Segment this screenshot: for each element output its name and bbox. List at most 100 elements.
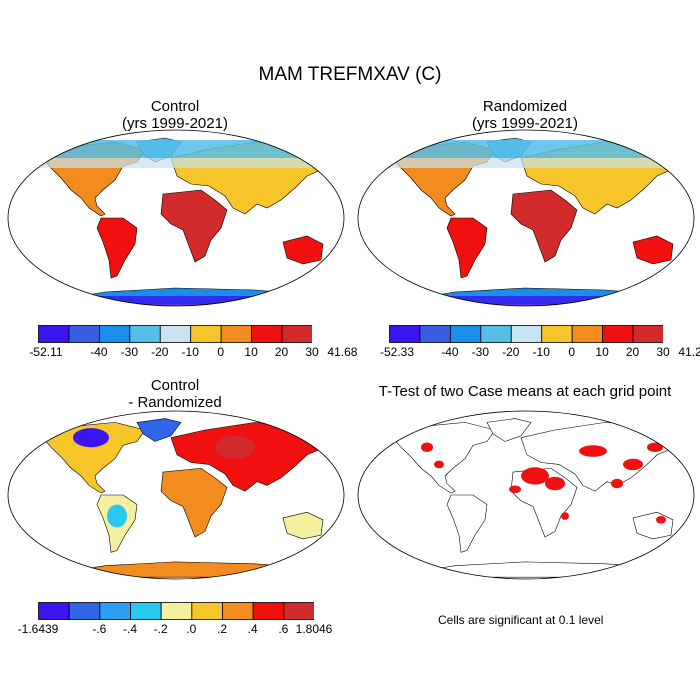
difference-map (7, 410, 345, 580)
cold-band (35, 140, 335, 158)
continent-australia (632, 235, 674, 265)
map-boundary (7, 410, 345, 580)
colorbar-swatch (222, 602, 254, 620)
antarctic-interior (411, 296, 671, 306)
colorbar-swatch (191, 602, 223, 620)
significant-cells (421, 442, 433, 452)
cold-anomaly (73, 428, 109, 448)
continent-southAmerica (96, 217, 138, 279)
significant-cells (647, 442, 663, 452)
control-colorbar: -52.11 -40 -30 -20 -10 0 10 20 30 41.68 (29, 325, 357, 359)
colorbar-tick-label: 41.29 (678, 345, 700, 359)
continent-africa (510, 189, 578, 263)
significant-cells (656, 516, 666, 524)
significant-cells (611, 478, 623, 489)
difference-title: Control - Randomized (75, 377, 275, 411)
randomized-map (357, 129, 695, 307)
control-title-line1: Control (150, 98, 200, 115)
colorbar-swatch (99, 602, 131, 620)
colorbar-tick-label: 20 (625, 345, 640, 359)
colorbar-tick-label: 0 (217, 345, 224, 359)
continent-australia (632, 511, 674, 540)
randomized-title: Randomized (yrs 1999-2021) (425, 98, 625, 132)
control-colorbar-swatches (38, 325, 313, 343)
significant-cells (545, 476, 565, 491)
colorbar-tick-label: 20 (274, 345, 289, 359)
colorbar-swatch (283, 602, 315, 620)
colorbar-swatch (251, 325, 283, 343)
colorbar-tick-label: .4 (247, 622, 258, 636)
randomized-title-line1: Randomized (482, 98, 568, 115)
continent-southAmerica (446, 494, 488, 553)
colorbar-swatch (389, 325, 421, 343)
colorbar-swatch (68, 325, 100, 343)
colorbar-tick-label: -30 (120, 345, 138, 359)
colorbar-swatch (602, 325, 634, 343)
warm-anomaly (215, 435, 255, 459)
difference-colorbar: -1.6439 -.6 -.4 -.2 .0 .2 .4 .6 1.8046 (18, 602, 332, 636)
colorbar-tick-label: 41.68 (327, 345, 358, 359)
randomized-map-content (357, 129, 695, 307)
colorbar-swatch (130, 602, 162, 620)
colorbar-tick-label: -20 (151, 345, 169, 359)
difference-title-line1: Control (150, 377, 200, 394)
continent-africa (160, 189, 228, 263)
control-map-content (7, 129, 345, 307)
colorbar-swatch (159, 325, 192, 343)
colorbar-tick-label: -40 (90, 345, 108, 359)
significant-cells (579, 445, 607, 457)
colorbar-swatch (449, 325, 482, 343)
cool-band (35, 158, 335, 168)
control-map (7, 129, 345, 307)
map-boundary (357, 410, 695, 580)
continent-southAmerica (446, 217, 488, 279)
colorbar-swatch (480, 325, 512, 343)
continent-greenland (486, 418, 532, 442)
colorbar-tick-label: 10 (595, 345, 609, 359)
colorbar-tick-label: -40 (441, 345, 459, 359)
significant-cells (434, 460, 444, 469)
randomized-colorbar: -52.33 -40 -30 -20 -10 0 10 20 30 41.29 (380, 325, 700, 359)
ttest-map (357, 410, 695, 580)
colorbar-swatch (98, 325, 131, 343)
colorbar-tick-label: 0 (568, 345, 575, 359)
map-boundary (7, 129, 345, 307)
significant-cells (521, 467, 549, 485)
colorbar-swatch (190, 325, 222, 343)
colorbar-swatch (220, 325, 253, 343)
randomized-title-line2: (yrs 1999-2021) (472, 115, 578, 132)
map-boundary (357, 129, 695, 307)
difference-map-content (7, 410, 345, 580)
colorbar-swatch (129, 325, 161, 343)
colorbar-tick-label: -52.11 (29, 345, 63, 359)
continent-australia (282, 511, 324, 540)
significance-note: Cells are significant at 0.1 level (438, 613, 604, 627)
significant-cells (509, 485, 521, 494)
colorbar-tick-label: .0 (186, 622, 197, 636)
cool-band (385, 158, 685, 168)
colorbar-tick-label: 30 (656, 345, 670, 359)
figure-title: MAM TREFMXAV (C) (258, 64, 442, 85)
difference-title-line2: - Randomized (128, 394, 222, 411)
colorbar-swatch (252, 602, 285, 620)
colorbar-swatch (281, 325, 313, 343)
continent-northAmerica (390, 422, 496, 494)
randomized-colorbar-swatches (389, 325, 664, 343)
colorbar-tick-label: 1.8046 (295, 622, 333, 636)
colorbar-tick-label: -1.6439 (17, 622, 59, 636)
colorbar-swatch (510, 325, 543, 343)
colorbar-tick-label: -.4 (122, 622, 138, 636)
cool-anomaly (107, 504, 127, 528)
colorbar-tick-label: -.2 (153, 622, 168, 636)
control-title-line2: (yrs 1999-2021) (122, 115, 228, 132)
colorbar-tick-label: 30 (305, 345, 319, 359)
colorbar-swatch (160, 602, 193, 620)
colorbar-swatch (419, 325, 451, 343)
colorbar-tick-label: -20 (502, 345, 520, 359)
colorbar-tick-label: -52.33 (379, 345, 415, 359)
continent-greenland (136, 418, 182, 442)
colorbar-tick-label: 10 (244, 345, 258, 359)
ttest-title: T-Test of two Case means at each grid po… (378, 383, 672, 400)
colorbar-tick-label: -10 (532, 345, 550, 359)
colorbar-swatch (541, 325, 573, 343)
